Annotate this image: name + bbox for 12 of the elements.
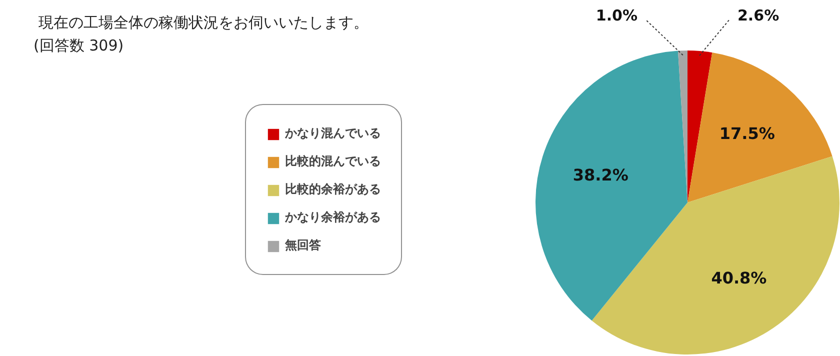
chart-title: 現在の工場全体の稼働状況をお伺いいたします。 (38, 14, 368, 32)
legend-label: 比較的混んでいる (285, 153, 381, 170)
data-label: 2.6% (738, 6, 780, 24)
text: (回答数 309) (34, 36, 124, 54)
legend-label: かなり余裕がある (285, 209, 381, 226)
legend-label: 比較的余裕がある (285, 181, 381, 198)
legend-label: かなり混んでいる (285, 125, 381, 142)
data-label: 40.8% (711, 268, 767, 288)
data-label: 38.2% (572, 165, 628, 184)
data-label: 17.5% (719, 124, 775, 143)
legend-label: 無回答 (285, 237, 321, 254)
data-label: 1.0% (596, 6, 638, 24)
